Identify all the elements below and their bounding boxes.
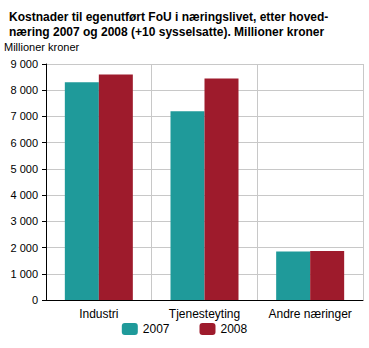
svg-text:9 000: 9 000 — [10, 58, 38, 70]
svg-text:Industri: Industri — [79, 307, 118, 321]
svg-text:8 000: 8 000 — [10, 84, 38, 96]
svg-text:Millioner kroner: Millioner kroner — [4, 41, 80, 53]
svg-text:2007: 2007 — [143, 322, 170, 336]
svg-text:Andre næringer: Andre næringer — [268, 307, 351, 321]
svg-text:7 000: 7 000 — [10, 110, 38, 122]
svg-text:6 000: 6 000 — [10, 137, 38, 149]
svg-text:næring 2007 og 2008 (+10 sysse: næring 2007 og 2008 (+10 sysselsatte). M… — [9, 25, 324, 39]
svg-text:2008: 2008 — [221, 322, 248, 336]
svg-text:0: 0 — [32, 294, 38, 306]
svg-text:3 000: 3 000 — [10, 215, 38, 227]
svg-text:Tjenesteyting: Tjenesteyting — [169, 307, 240, 321]
svg-text:5 000: 5 000 — [10, 163, 38, 175]
svg-text:4 000: 4 000 — [10, 189, 38, 201]
svg-text:2 000: 2 000 — [10, 242, 38, 254]
svg-text:Kostnader til egenutført FoU i: Kostnader til egenutført FoU i næringsli… — [9, 10, 328, 24]
svg-text:1 000: 1 000 — [10, 268, 38, 280]
